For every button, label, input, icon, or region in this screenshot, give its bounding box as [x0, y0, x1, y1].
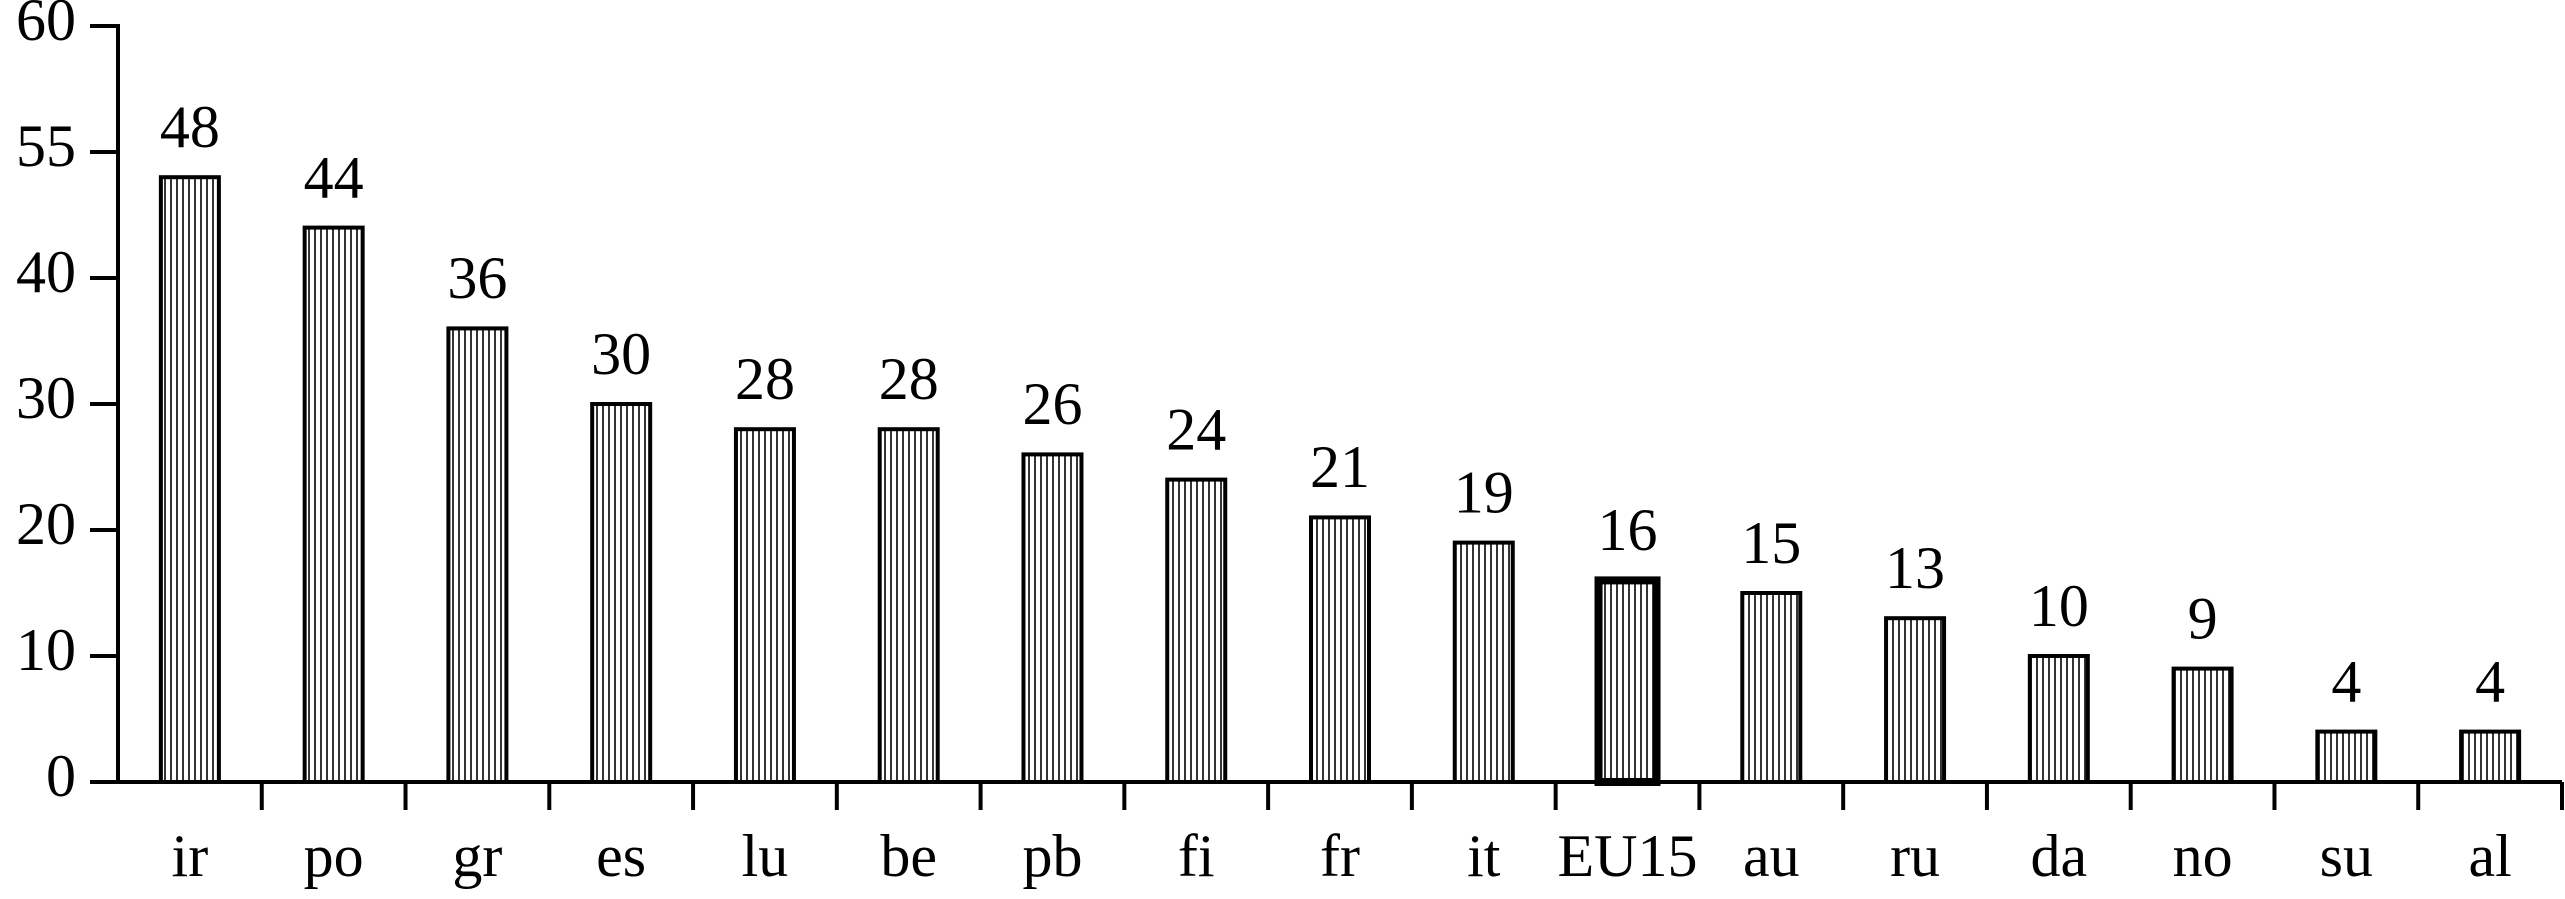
value-label: 4 [2331, 648, 2361, 714]
x-tick-label: EU15 [1558, 823, 1698, 889]
bar [877, 427, 940, 784]
y-tick-label: 55 [16, 113, 76, 179]
bar [2171, 666, 2234, 784]
x-tick-label: au [1743, 823, 1800, 889]
bar [158, 175, 221, 784]
y-tick-label: 10 [16, 617, 76, 683]
value-label: 16 [1598, 497, 1658, 563]
x-tick-label: al [2468, 823, 2511, 889]
bar [1309, 515, 1371, 785]
value-label: 19 [1454, 459, 1514, 525]
value-label: 30 [591, 321, 651, 387]
bar [2315, 729, 2378, 784]
value-label: 24 [1166, 396, 1226, 462]
x-tick-label: po [304, 823, 364, 889]
value-label: 10 [2029, 573, 2089, 639]
bar [1165, 477, 1228, 784]
x-tick-label: ru [1890, 823, 1940, 889]
bar [2027, 654, 2090, 784]
y-tick-label: 20 [16, 491, 76, 557]
x-tick-label: no [2173, 823, 2233, 889]
value-label: 28 [879, 346, 939, 412]
x-tick-label: ir [172, 823, 209, 889]
value-label: 28 [735, 346, 795, 412]
y-tick-label: 30 [16, 365, 76, 431]
bar [1594, 576, 1661, 787]
x-tick-label: gr [452, 823, 502, 889]
bar [446, 326, 509, 784]
x-tick-label: su [2320, 823, 2373, 889]
value-label: 44 [304, 144, 364, 210]
value-label: 13 [1885, 535, 1945, 601]
x-tick-label: fi [1178, 823, 1215, 889]
y-tick-label: 40 [16, 239, 76, 305]
x-tick-label: fr [1320, 823, 1360, 889]
y-tick-label: 0 [46, 743, 76, 809]
bar [1740, 591, 1803, 784]
value-label: 21 [1310, 434, 1370, 500]
bar [590, 402, 653, 784]
x-tick-label: es [596, 823, 646, 889]
bar [2459, 729, 2522, 784]
value-label: 15 [1741, 510, 1801, 576]
x-tick-label: it [1467, 823, 1501, 889]
value-label: 9 [2188, 585, 2218, 651]
value-label: 48 [160, 94, 220, 160]
value-label: 4 [2475, 648, 2505, 714]
bar [302, 225, 365, 785]
x-tick-label: lu [742, 823, 789, 889]
bar [1452, 540, 1515, 784]
y-tick-label: 60 [16, 0, 76, 53]
value-label: 26 [1022, 371, 1082, 437]
bar [1021, 452, 1084, 784]
bar [733, 427, 796, 784]
x-tick-label: pb [1022, 823, 1082, 889]
x-tick-label: be [880, 823, 937, 889]
bar [1884, 616, 1947, 785]
x-tick-label: da [2031, 823, 2088, 889]
value-label: 36 [447, 245, 507, 311]
